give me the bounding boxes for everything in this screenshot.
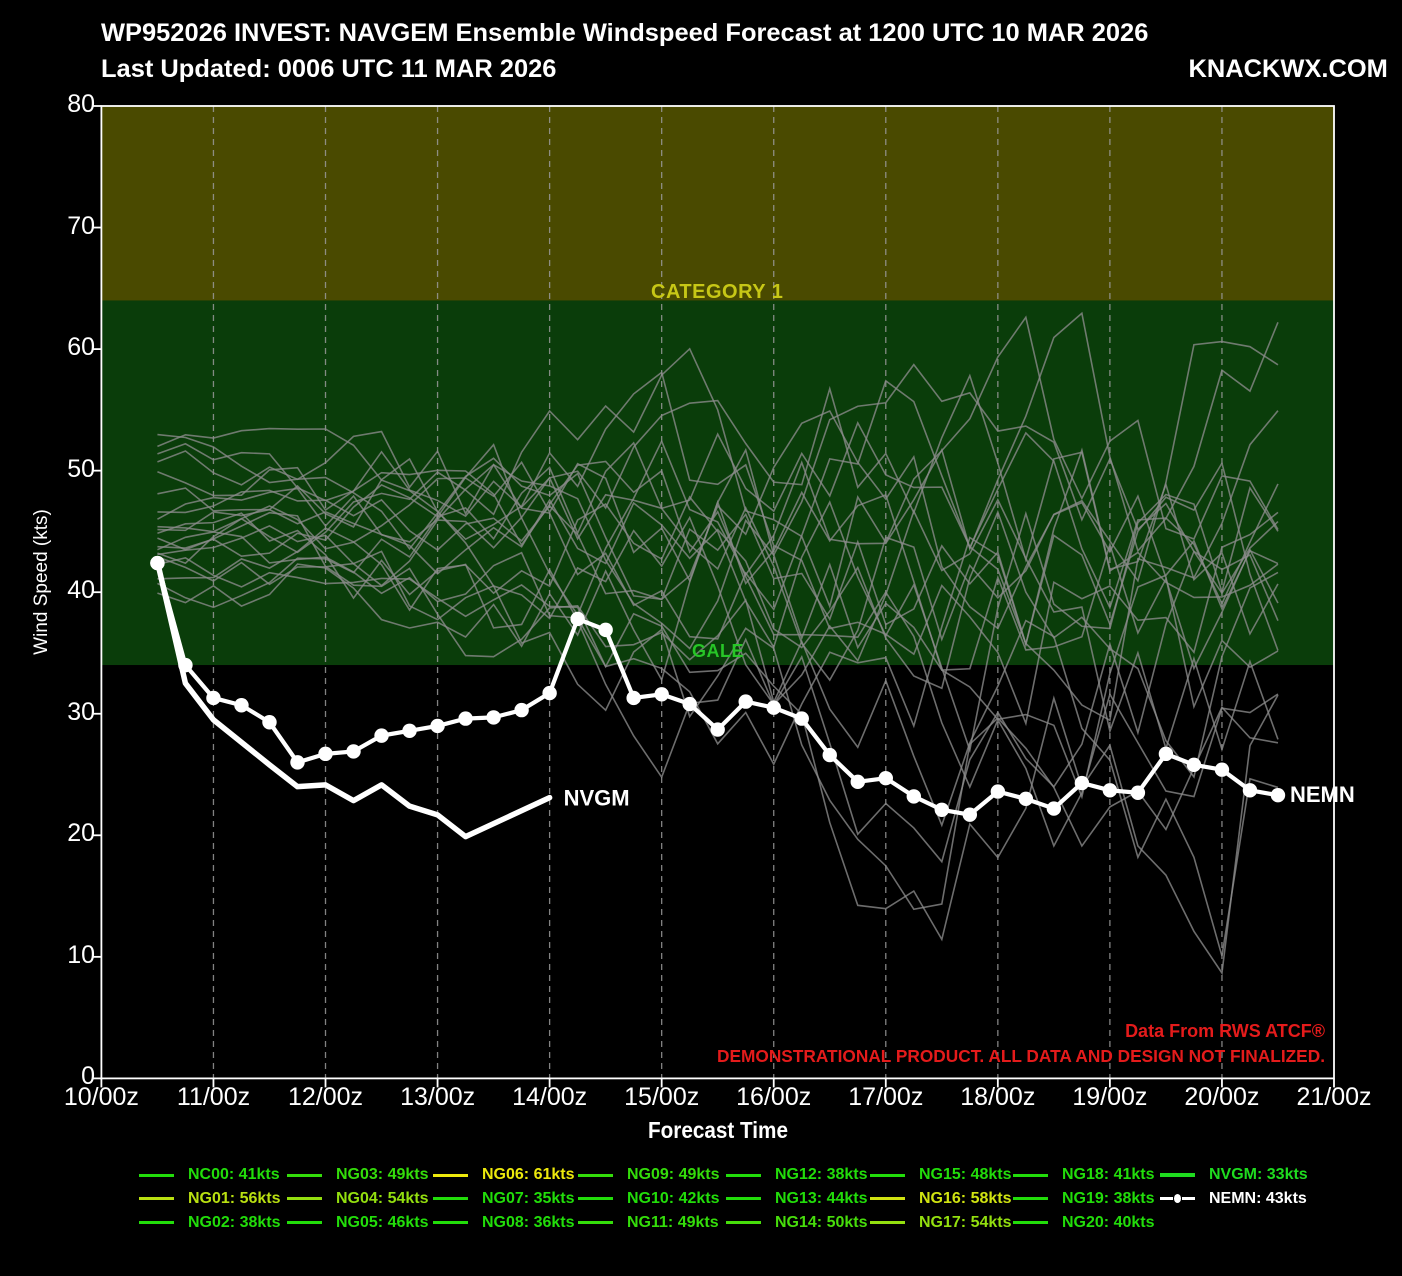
svg-text:NVGM: NVGM bbox=[564, 786, 630, 811]
svg-text:NEMN: NEMN bbox=[1290, 782, 1355, 807]
